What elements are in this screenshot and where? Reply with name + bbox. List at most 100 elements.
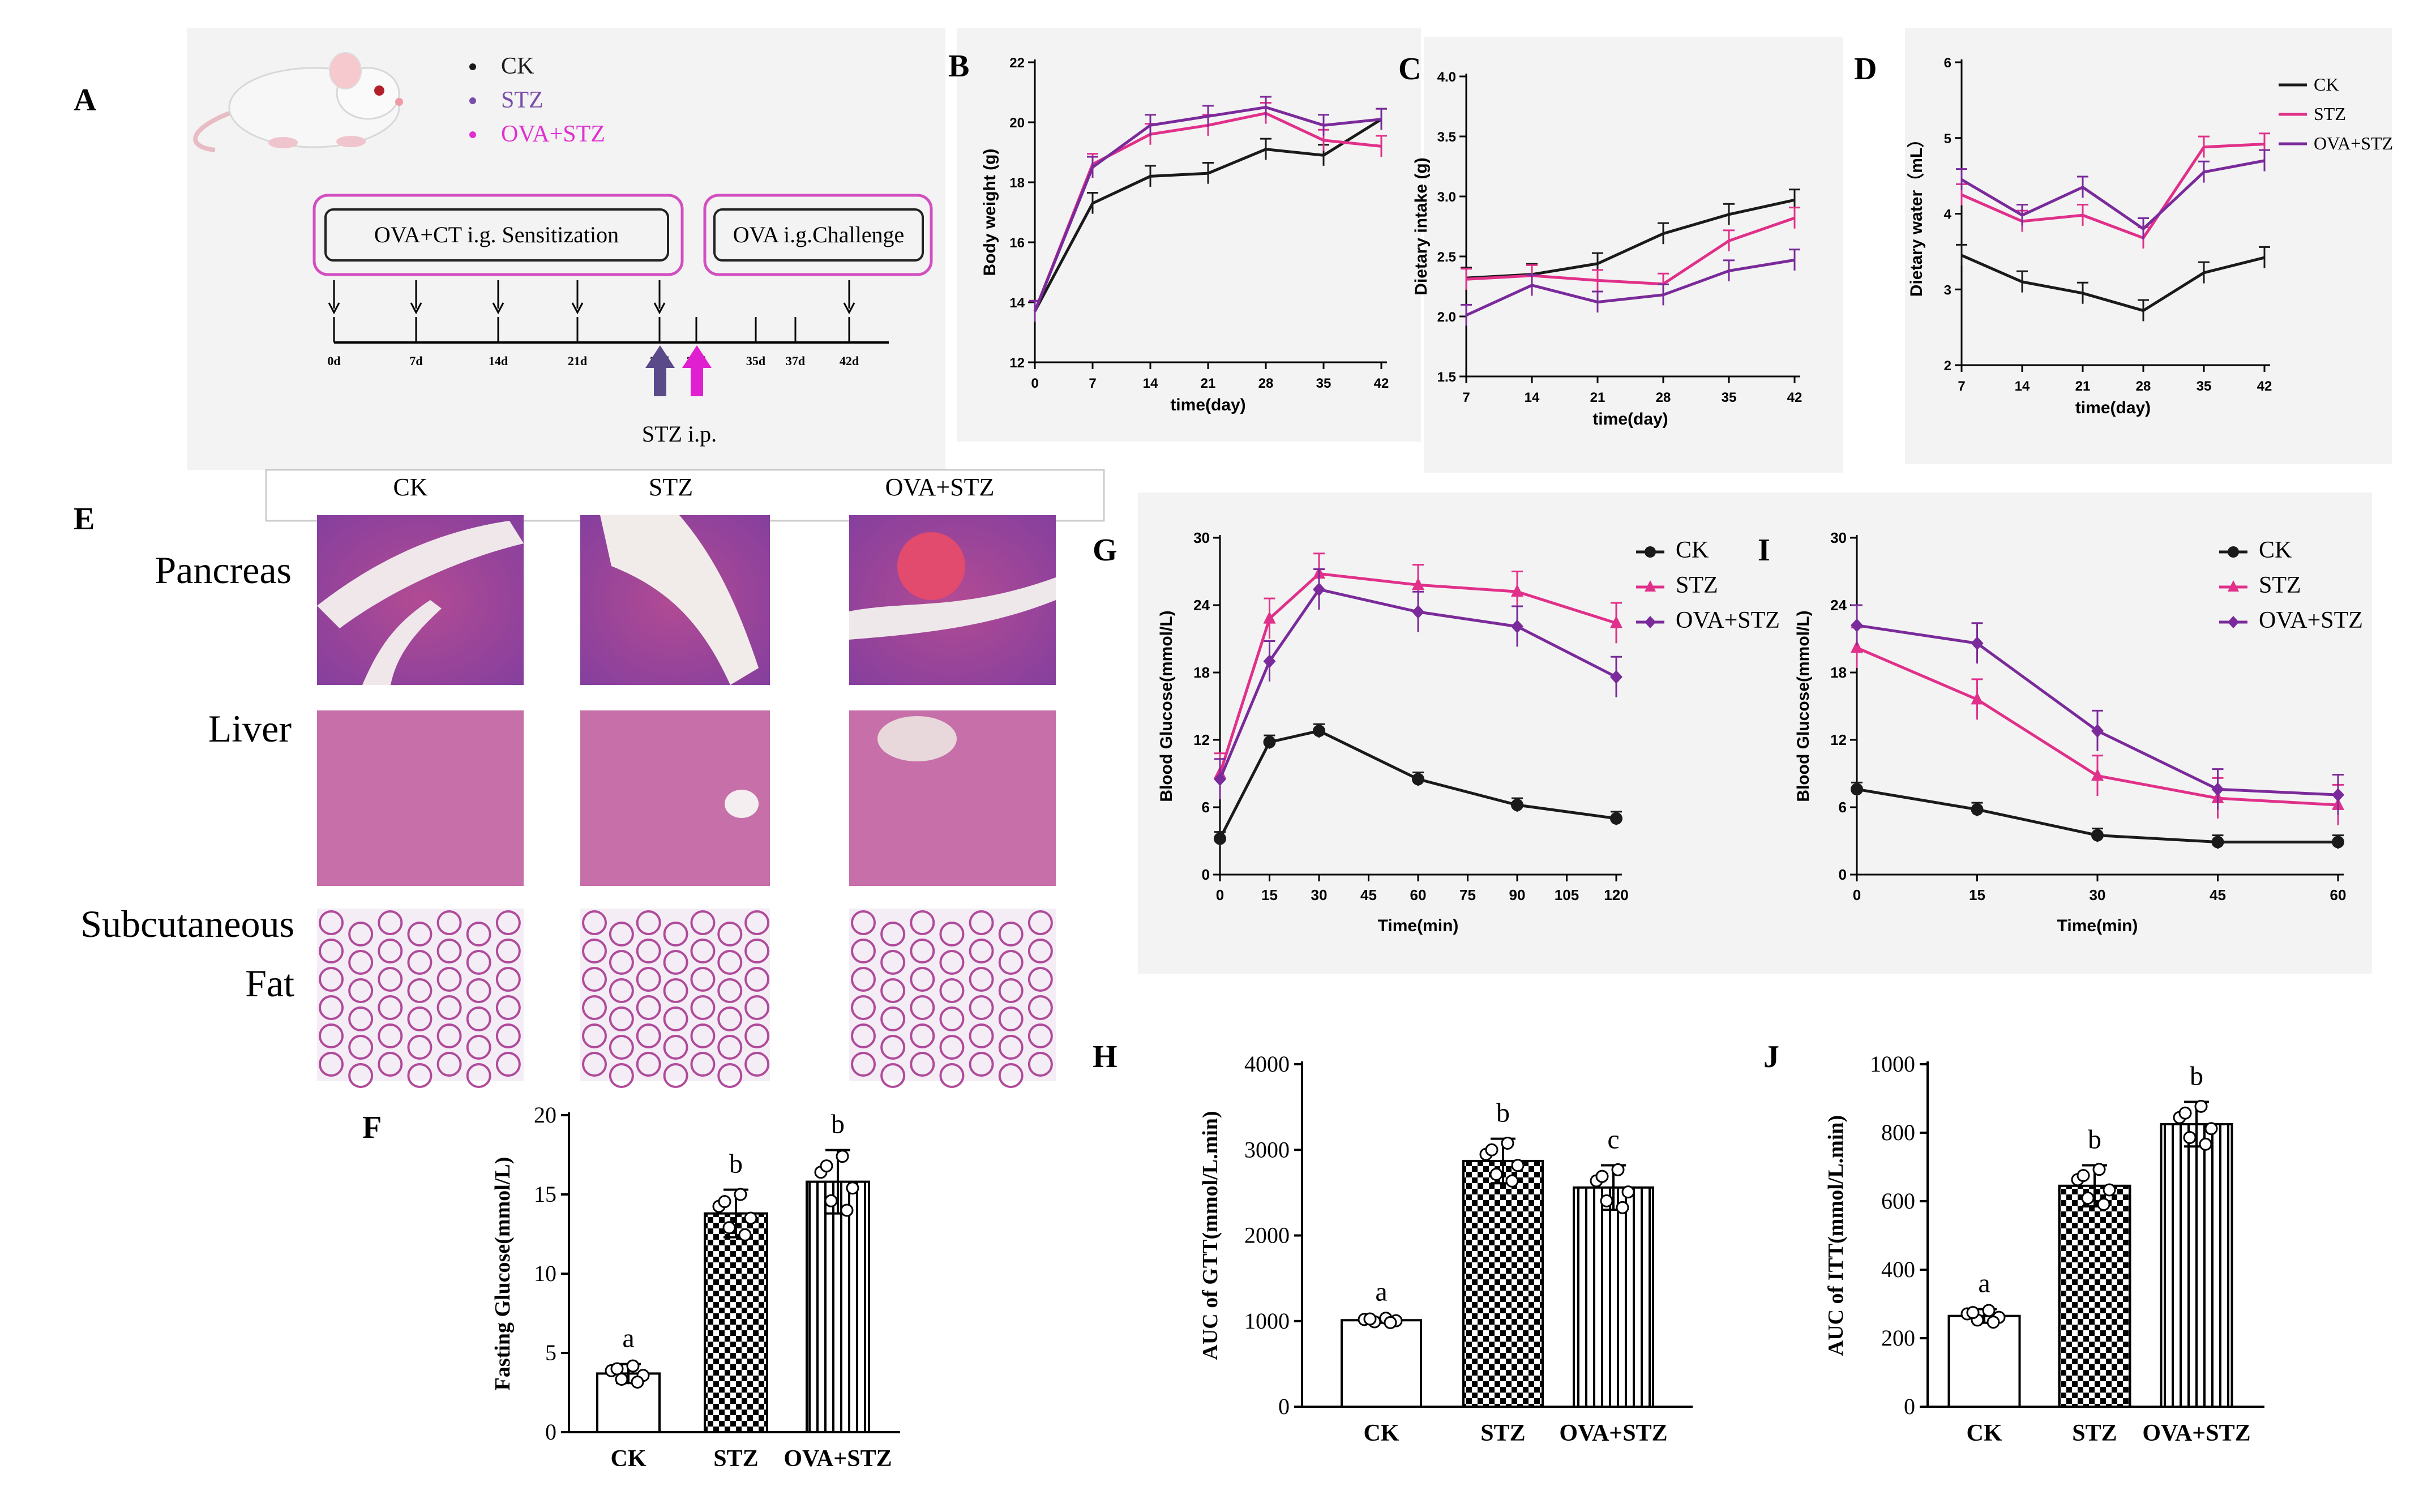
significance-letter: b bbox=[729, 1149, 743, 1179]
data-point bbox=[2332, 836, 2344, 849]
fat-cell bbox=[663, 922, 688, 946]
fat-cell bbox=[582, 939, 607, 963]
fat-cell bbox=[466, 922, 491, 946]
fat-image bbox=[317, 909, 524, 1081]
data-point bbox=[1966, 1306, 1980, 1320]
sensitization-frame bbox=[312, 194, 684, 276]
data-point bbox=[2178, 1106, 2192, 1120]
data-point bbox=[836, 1150, 849, 1163]
timeline-day-label: 14d bbox=[489, 354, 508, 368]
x-tick-label: 42 bbox=[2257, 379, 2272, 394]
fat-cell bbox=[1027, 1052, 1053, 1077]
category-label: OVA+STZ bbox=[784, 1446, 892, 1472]
fat-cell bbox=[466, 1035, 491, 1060]
tissue-label-pancreas: Pancreas bbox=[155, 549, 292, 592]
fat-cell bbox=[939, 1006, 965, 1031]
fat-cell bbox=[717, 950, 743, 975]
data-point bbox=[1511, 584, 1523, 597]
y-axis-label: Dietary intake (g) bbox=[1412, 157, 1431, 295]
pancreas-stz-stroma bbox=[600, 515, 759, 685]
fat-cell bbox=[495, 1023, 521, 1048]
y-tick-label: 6 bbox=[1202, 799, 1210, 816]
fat-cell bbox=[969, 1023, 994, 1048]
data-point bbox=[631, 1376, 644, 1389]
category-label: OVA+STZ bbox=[1559, 1420, 1667, 1446]
y-tick-label: 2 bbox=[1944, 358, 1951, 374]
data-point bbox=[1851, 618, 1863, 632]
fat-cell bbox=[880, 922, 906, 946]
y-tick-label: 5 bbox=[1944, 131, 1951, 147]
data-point bbox=[1384, 1316, 1397, 1329]
fat-cell bbox=[636, 1052, 661, 1077]
series-line-1 bbox=[1960, 142, 2265, 240]
fat-cell bbox=[348, 1063, 374, 1088]
data-point bbox=[2183, 1130, 2197, 1144]
fat-cell bbox=[851, 910, 876, 935]
y-tick-label: 2.0 bbox=[1437, 310, 1456, 325]
challenge-label: OVA i.g.Challenge bbox=[733, 222, 905, 247]
y-axis-label: Blood Glucose(mmol/L) bbox=[1794, 610, 1813, 802]
data-point bbox=[846, 1181, 859, 1195]
data-point bbox=[2081, 1192, 2095, 1205]
fat-cell bbox=[407, 1063, 433, 1088]
data-point bbox=[1313, 582, 1325, 597]
data-point bbox=[1263, 735, 1276, 748]
fat-cell bbox=[910, 910, 935, 935]
fat-cell bbox=[378, 1052, 403, 1077]
x-axis-label: time(day) bbox=[2075, 399, 2151, 417]
x-tick-label: 28 bbox=[2136, 379, 2151, 394]
dosing-arrowhead bbox=[843, 302, 855, 315]
y-tick-label: 6 bbox=[1944, 55, 1951, 71]
x-axis-label: time(day) bbox=[1592, 410, 1668, 429]
x-tick-label: 0 bbox=[1853, 886, 1861, 903]
x-axis-label: Time(min) bbox=[2057, 916, 2138, 935]
chart-c: 1.5 2.0 2.5 3.0 3.5 4.0 7 14 21 28 35 42 time(day) Di… bbox=[1412, 70, 1802, 429]
fat-cell bbox=[690, 939, 716, 963]
panel-label-j: J bbox=[1763, 1039, 1779, 1074]
fat-cell bbox=[436, 995, 462, 1020]
fat-cell bbox=[969, 1052, 994, 1077]
data-point bbox=[1611, 1163, 1625, 1176]
fat-cell bbox=[690, 967, 716, 992]
fat-cell bbox=[998, 950, 1024, 975]
challenge-box bbox=[713, 208, 924, 262]
category-label: STZ bbox=[2072, 1420, 2117, 1446]
data-point bbox=[722, 1221, 736, 1235]
x-tick-label: 60 bbox=[2330, 886, 2347, 903]
panel-label-d: D bbox=[1854, 52, 1877, 87]
data-point bbox=[2091, 768, 2104, 781]
x-tick-label: 21 bbox=[1590, 390, 1605, 405]
mouse-icon bbox=[193, 52, 403, 152]
y-tick-label: 24 bbox=[1193, 597, 1210, 614]
x-tick-label: 42 bbox=[1374, 376, 1389, 391]
significance-letter: a bbox=[1978, 1269, 1990, 1299]
fat-cell bbox=[744, 995, 770, 1020]
legend-label: CK bbox=[2314, 74, 2339, 95]
fat-cell bbox=[407, 950, 433, 975]
y-tick-label: 12 bbox=[1193, 731, 1210, 748]
data-point bbox=[2204, 1122, 2218, 1136]
fat-cell bbox=[717, 1035, 743, 1060]
fat-cell bbox=[663, 950, 688, 975]
stz-ip-label: STZ i.p. bbox=[642, 421, 717, 447]
x-tick-label: 30 bbox=[2090, 886, 2106, 903]
y-tick-label: 3.5 bbox=[1437, 130, 1456, 145]
fat-cell bbox=[851, 1023, 876, 1048]
x-tick-label: 60 bbox=[1410, 886, 1427, 903]
data-point bbox=[2097, 1197, 2110, 1211]
fat-cell bbox=[348, 922, 374, 946]
dosing-arrowhead bbox=[410, 302, 422, 315]
legend-marker bbox=[1645, 580, 1656, 592]
legend-label: CK bbox=[2259, 537, 2292, 563]
x-axis-label: time(day) bbox=[1170, 396, 1245, 414]
data-point bbox=[1971, 803, 1984, 816]
stz-arrow-shaft-1 bbox=[654, 362, 666, 396]
liver-image bbox=[317, 710, 524, 886]
fat-cell bbox=[690, 995, 716, 1020]
data-point bbox=[1982, 1304, 1996, 1317]
fat-cell bbox=[407, 1035, 433, 1060]
x-tick-label: 35 bbox=[1316, 376, 1331, 391]
fat-cell bbox=[663, 978, 688, 1003]
fat-cell bbox=[939, 922, 965, 946]
data-point bbox=[1511, 799, 1523, 812]
